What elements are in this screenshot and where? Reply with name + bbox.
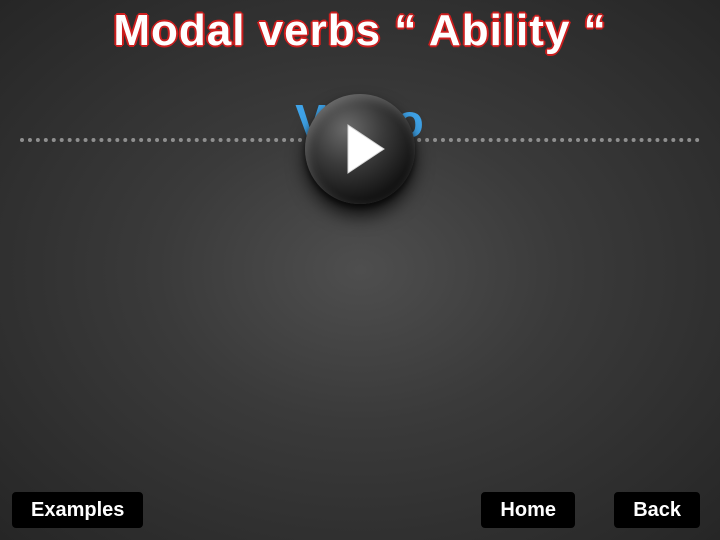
slide-title: Modal verbs “ Ability “ <box>0 6 720 56</box>
home-button[interactable]: Home <box>481 492 575 528</box>
examples-button[interactable]: Examples <box>12 492 143 528</box>
slide-container: Modal verbs “ Ability “ Video Examples H… <box>0 0 720 540</box>
play-triangle-icon <box>344 123 388 175</box>
back-button[interactable]: Back <box>614 492 700 528</box>
play-button[interactable] <box>305 94 415 204</box>
